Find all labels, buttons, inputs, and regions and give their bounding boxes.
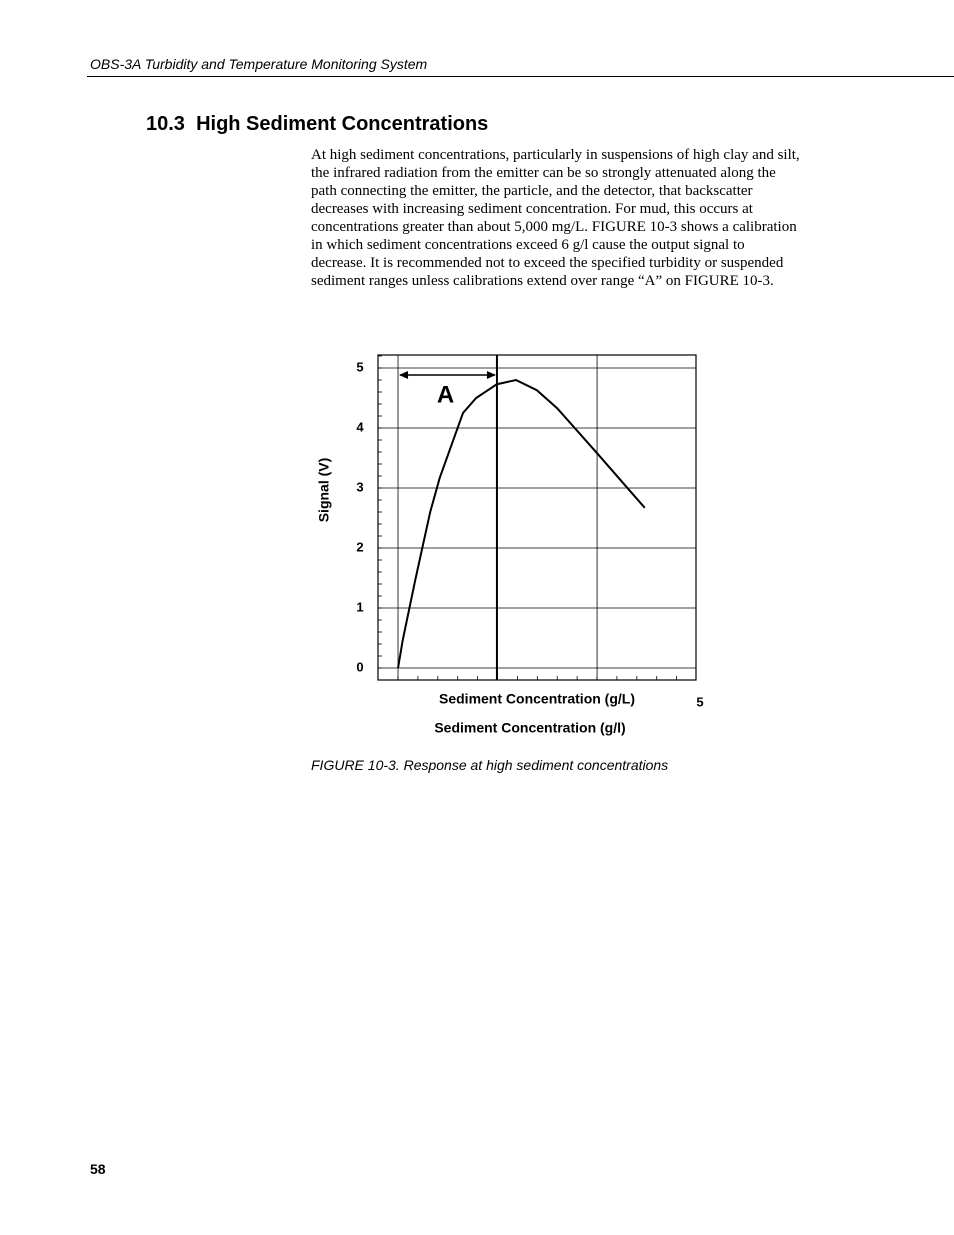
x-axis-label: Sediment Concentration (g/L) bbox=[439, 691, 635, 707]
y-tick-label: 1 bbox=[356, 599, 363, 614]
arrow-head bbox=[486, 371, 496, 379]
x-tick-label: 5 bbox=[696, 694, 703, 709]
header: OBS-3A Turbidity and Temperature Monitor… bbox=[90, 56, 428, 72]
y-tick-label: 2 bbox=[356, 539, 363, 554]
plot-frame bbox=[377, 354, 697, 681]
y-tick-label: 0 bbox=[356, 659, 363, 674]
annotation-label: A bbox=[437, 381, 454, 408]
y-tick-label: 5 bbox=[356, 359, 363, 374]
header-rule bbox=[87, 76, 954, 77]
y-axis-label: Signal (V) bbox=[316, 458, 332, 523]
section-heading: 10.3 High Sediment Concentrations bbox=[146, 113, 488, 136]
y-tick-label: 4 bbox=[356, 419, 364, 434]
x-axis-label: Sediment Concentration (g/l) bbox=[434, 720, 625, 736]
section-number: 10.3 bbox=[146, 113, 185, 135]
data-line bbox=[397, 378, 646, 669]
figure-caption: FIGURE 10-3. Response at high sediment c… bbox=[311, 757, 669, 773]
chart: 0 1 2 3 4 5 5 A Sediment Concentration (g/L) Sedi… bbox=[316, 354, 704, 736]
page-number: 58 bbox=[90, 1161, 106, 1177]
arrow-head bbox=[399, 371, 409, 379]
section-title: High Sediment Concentrations bbox=[196, 113, 489, 135]
paragraph: At high sediment concentrations, particu… bbox=[311, 147, 800, 289]
y-tick-label: 3 bbox=[356, 479, 363, 494]
